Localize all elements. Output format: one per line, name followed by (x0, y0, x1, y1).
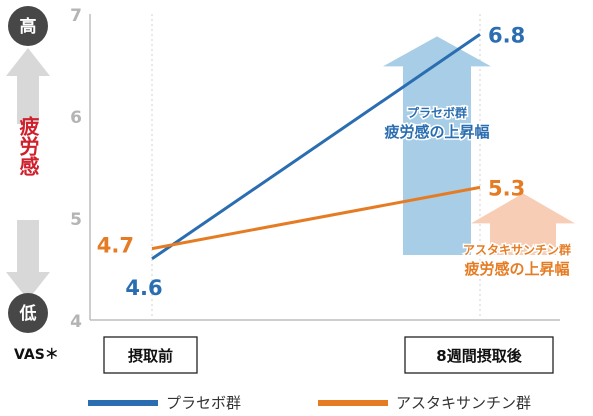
legend-swatch (318, 400, 388, 406)
arrow-label-group: プラセボ群 (407, 105, 467, 120)
arrow-label-metric: 疲労感の上昇幅 (464, 260, 569, 278)
y-axis-title: 疲労感 (16, 115, 40, 176)
legend-label: アスタキサンチン群 (396, 394, 531, 412)
data-labels: 4.6 6.8 4.7 5.3 (97, 23, 525, 299)
x-category-label: 8週間摂取後 (436, 347, 522, 365)
x-axis-note: VAS＊ (14, 347, 59, 363)
series-lines (151, 33, 481, 261)
y-tick-label: 7 (70, 6, 82, 26)
x-category-box (404, 336, 554, 374)
y-tick-label: 6 (70, 108, 82, 128)
legend: プラセボ群 アスタキサンチン群 (88, 394, 531, 412)
x-category-label: 摂取前 (128, 347, 173, 365)
y-low-circle (8, 293, 48, 333)
arrow-label-group: アスタキサンチン群 (463, 242, 571, 257)
legend-swatch (88, 400, 158, 406)
data-label: 4.7 (97, 234, 134, 258)
y-axis-title-bg (10, 124, 46, 220)
data-label: 6.8 (488, 23, 525, 47)
x-category-box (103, 336, 198, 374)
y-scale-arrow-down-head (6, 272, 50, 300)
y-high-label: 高 (20, 16, 37, 37)
y-high-circle (8, 6, 48, 46)
data-label: 4.6 (125, 276, 162, 300)
series-line (151, 33, 481, 261)
y-tick-labels: 4 5 6 7 (70, 6, 82, 332)
data-label: 5.3 (488, 176, 525, 200)
y-low-label: 低 (19, 303, 37, 324)
increase-arrow (471, 193, 575, 255)
increase-arrows (383, 36, 575, 256)
y-tick-label: 4 (70, 312, 82, 332)
y-scale-arrow-up-head (6, 48, 50, 76)
x-category-labels: 摂取前 8週間摂取後 (103, 336, 554, 374)
y-scale-column: 高 低 疲労感 (6, 6, 50, 333)
series-line (151, 185, 481, 251)
y-tick-label: 5 (70, 210, 82, 230)
arrow-label-metric: 疲労感の上昇幅 (384, 123, 489, 141)
legend-label: プラセボ群 (166, 394, 241, 412)
